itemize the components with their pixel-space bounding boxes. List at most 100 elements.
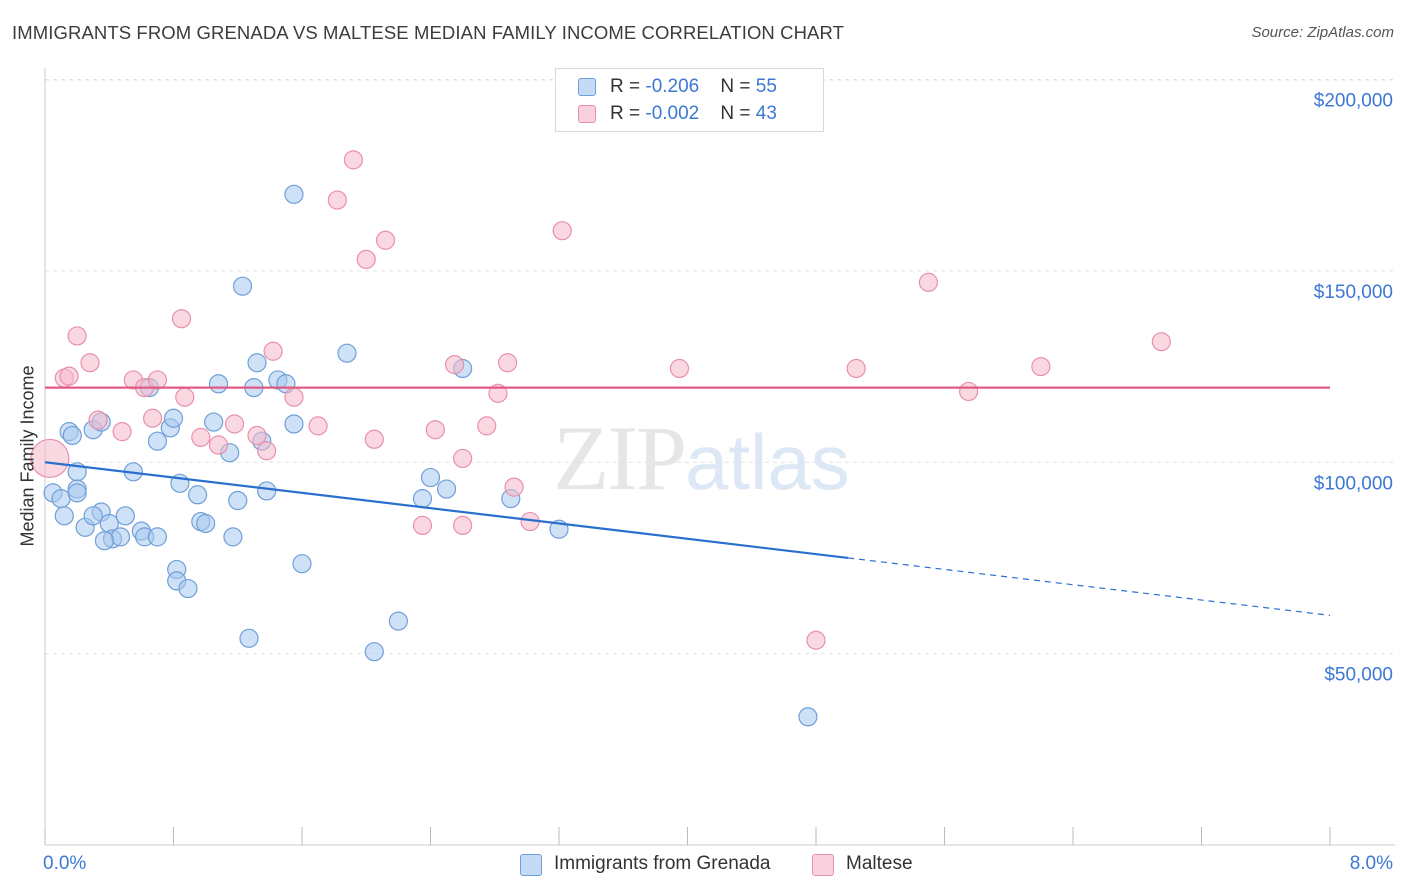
stats-n-value: 43 xyxy=(755,103,777,124)
grenada-point xyxy=(364,642,384,662)
grenada-point xyxy=(147,431,168,451)
grenada-point xyxy=(232,276,253,296)
tick-labels: $50,000 $100,000 $150,000 $200,000 0.0% 8.0% xyxy=(43,91,1393,875)
grenada-point xyxy=(110,527,131,547)
grenada-point xyxy=(284,414,304,434)
grenada-point xyxy=(204,412,224,432)
maltese-point xyxy=(444,355,465,375)
y-tick-label: $200,000 xyxy=(1314,91,1393,112)
maltese-point xyxy=(846,358,866,379)
grenada-point xyxy=(247,353,267,373)
maltese-point xyxy=(175,387,195,407)
grenada-point xyxy=(388,611,408,631)
grenada-point xyxy=(257,481,277,501)
grenada-point xyxy=(208,374,229,394)
legend-label-grenada: Immigrants from Grenada xyxy=(554,853,771,874)
axes xyxy=(44,68,1395,846)
maltese-point xyxy=(504,477,524,497)
maltese-point xyxy=(67,326,87,346)
stats-r-label: R = xyxy=(610,76,646,97)
grenada-point xyxy=(54,506,74,526)
maltese-point xyxy=(327,190,347,210)
stats-legend: R = -0.206 N = 55 R = -0.002 N = 43 xyxy=(555,68,824,132)
stats-r-value: -0.002 xyxy=(645,103,700,124)
maltese-point xyxy=(59,366,79,386)
maltese-point xyxy=(488,383,508,403)
grenada-point xyxy=(178,578,198,599)
grenada-point xyxy=(239,628,259,648)
maltese-point xyxy=(88,410,108,430)
grenada-point xyxy=(196,513,216,534)
grenada-point xyxy=(420,467,441,488)
maltese-point xyxy=(453,515,473,536)
grenada-point xyxy=(51,489,71,509)
trend-lines xyxy=(44,386,1331,616)
stats-n-label: N = xyxy=(720,76,756,97)
maltese-point xyxy=(412,515,433,536)
stats-n-label: N = xyxy=(720,103,756,124)
grenada-trend-line xyxy=(44,461,849,560)
maltese-point xyxy=(375,230,396,250)
maltese-point xyxy=(356,249,376,269)
grenada-point xyxy=(94,531,115,551)
stats-n-value: 55 xyxy=(755,76,777,97)
maltese-point xyxy=(147,370,168,390)
grenada-point xyxy=(83,506,103,526)
data-points xyxy=(30,150,1171,727)
grenada-point xyxy=(163,408,184,428)
maltese-point xyxy=(208,435,229,455)
maltese-point xyxy=(30,438,70,479)
grenada-point xyxy=(147,527,168,547)
chart-title: IMMIGRANTS FROM GRENADA VS MALTESE MEDIA… xyxy=(12,22,845,43)
maltese-point xyxy=(364,429,384,449)
maltese-point xyxy=(224,414,245,434)
grenada-point xyxy=(798,707,818,727)
maltese-point xyxy=(247,425,267,446)
maltese-point xyxy=(284,387,304,407)
maltese-point xyxy=(1031,356,1051,377)
grenada-point xyxy=(62,425,82,446)
grenada-point xyxy=(284,184,304,204)
maltese-point xyxy=(1151,332,1171,352)
grenada-trend-extension xyxy=(848,557,1331,616)
stats-r-value: -0.206 xyxy=(645,76,700,97)
grenada-point xyxy=(67,483,87,503)
maltese-point xyxy=(80,353,100,373)
stats-swatch-maltese xyxy=(578,105,596,123)
maltese-point xyxy=(171,309,192,329)
maltese-point xyxy=(425,420,445,440)
grenada-point xyxy=(228,490,248,511)
x-tick-label-min: 0.0% xyxy=(43,853,86,874)
grenada-point xyxy=(223,527,243,547)
grenada-point xyxy=(337,343,357,363)
maltese-point xyxy=(343,150,363,170)
legend-swatch-grenada xyxy=(520,854,542,876)
maltese-point xyxy=(453,448,473,469)
maltese-point xyxy=(958,381,979,402)
maltese-point xyxy=(308,416,328,436)
y-tick-label: $50,000 xyxy=(1324,665,1393,686)
grenada-point xyxy=(292,554,312,574)
y-tick-label: $100,000 xyxy=(1314,473,1393,494)
maltese-point xyxy=(143,408,163,428)
x-tick-label-max: 8.0% xyxy=(1350,853,1393,874)
maltese-point xyxy=(263,341,283,361)
maltese-point xyxy=(477,416,497,436)
maltese-point xyxy=(918,272,939,292)
grenada-point xyxy=(412,489,433,509)
maltese-point xyxy=(806,630,826,650)
maltese-point xyxy=(257,441,277,461)
maltese-point xyxy=(112,422,132,442)
grenada-point xyxy=(436,479,457,499)
legend-label-maltese: Maltese xyxy=(846,853,913,874)
source-credit: Source: ZipAtlas.com xyxy=(1251,24,1394,41)
legend-swatch-maltese xyxy=(812,854,834,876)
maltese-point xyxy=(552,221,572,241)
stats-r-label: R = xyxy=(610,103,646,124)
stats-swatch-grenada xyxy=(578,78,596,96)
maltese-point xyxy=(191,427,211,447)
maltese-point xyxy=(669,358,690,379)
y-tick-label: $150,000 xyxy=(1314,282,1393,303)
grenada-point xyxy=(187,485,208,505)
